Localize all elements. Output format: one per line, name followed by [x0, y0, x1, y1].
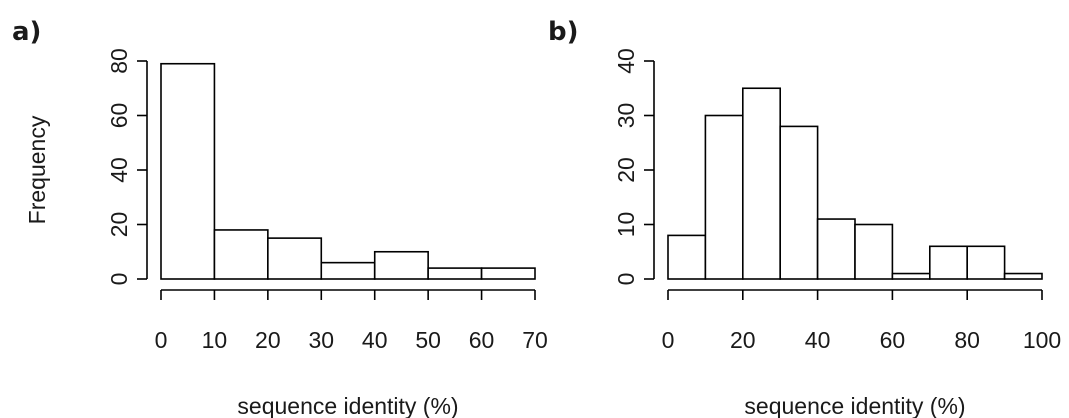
x-tick-label-b-4: 80 — [954, 327, 980, 353]
y-tick-label-b-4: 40 — [613, 48, 639, 74]
y-axis-a: 0 20 40 60 80 — [106, 48, 148, 286]
x-tick-label-a-5: 50 — [415, 327, 441, 353]
y-tick-label-b-1: 10 — [613, 212, 639, 238]
histogram-bar-a-3 — [320, 261, 376, 280]
x-tick-label-a-2: 20 — [255, 327, 281, 353]
x-tick-label-a-1: 10 — [202, 327, 228, 353]
x-axis-b: 0 20 40 60 80 100 — [662, 289, 1061, 353]
y-tick-label-a-2: 40 — [106, 157, 132, 183]
histogram-bar-b-7 — [928, 245, 968, 280]
panel-label-b: b) — [548, 17, 579, 47]
histogram-bar-b-6 — [891, 272, 931, 280]
histogram-bar-b-3 — [779, 125, 819, 280]
x-tick-label-b-2: 40 — [805, 327, 831, 353]
y-tick-label-a-4: 80 — [106, 48, 132, 74]
x-tick-label-b-5: 100 — [1023, 327, 1061, 353]
histogram-panel-b: b) sequence identity (%) 0 20 40 60 80 100 0 1… — [548, 17, 1061, 418]
y-tick-label-a-3: 60 — [106, 103, 132, 129]
x-tick-label-a-3: 30 — [308, 327, 334, 353]
histogram-bar-b-2 — [741, 87, 781, 280]
histogram-bar-a-2 — [267, 237, 323, 280]
x-tick-label-a-6: 60 — [469, 327, 495, 353]
histogram-bar-a-6 — [480, 267, 536, 280]
x-axis-title-a: sequence identity (%) — [237, 393, 458, 418]
histogram-bar-a-1 — [213, 229, 269, 280]
histogram-bar-b-9 — [1003, 272, 1043, 280]
y-axis-b: 0 10 20 30 40 — [613, 48, 655, 286]
histogram-bar-b-8 — [966, 245, 1006, 280]
bars-a — [160, 62, 536, 280]
y-tick-label-b-2: 20 — [613, 157, 639, 183]
histogram-bar-a-0 — [160, 62, 216, 280]
y-axis-title-a: Frequency — [24, 115, 50, 224]
histogram-bar-b-1 — [704, 114, 744, 280]
y-tick-label-a-1: 20 — [106, 212, 132, 238]
histogram-bar-a-5 — [427, 267, 483, 280]
x-tick-label-b-3: 60 — [880, 327, 906, 353]
x-axis-a: 0 10 20 30 40 50 60 70 — [155, 289, 548, 353]
y-tick-label-a-0: 0 — [106, 273, 132, 286]
y-tick-label-b-3: 30 — [613, 103, 639, 129]
panel-label-a: a) — [12, 17, 41, 47]
x-tick-label-b-1: 20 — [730, 327, 756, 353]
x-tick-label-a-7: 70 — [522, 327, 548, 353]
histogram-bar-b-4 — [816, 218, 856, 280]
x-axis-title-b: sequence identity (%) — [744, 393, 965, 418]
bars-b — [667, 87, 1043, 280]
histogram-bar-b-0 — [667, 234, 707, 280]
histogram-bar-b-5 — [854, 223, 894, 280]
histogram-panel-a: a) Frequency sequence identity (%) 0 10 20… — [12, 17, 548, 418]
x-tick-label-b-0: 0 — [662, 327, 675, 353]
x-tick-label-a-0: 0 — [155, 327, 168, 353]
histogram-bar-a-4 — [373, 250, 429, 280]
y-tick-label-b-0: 0 — [613, 273, 639, 286]
x-tick-label-a-4: 40 — [362, 327, 388, 353]
